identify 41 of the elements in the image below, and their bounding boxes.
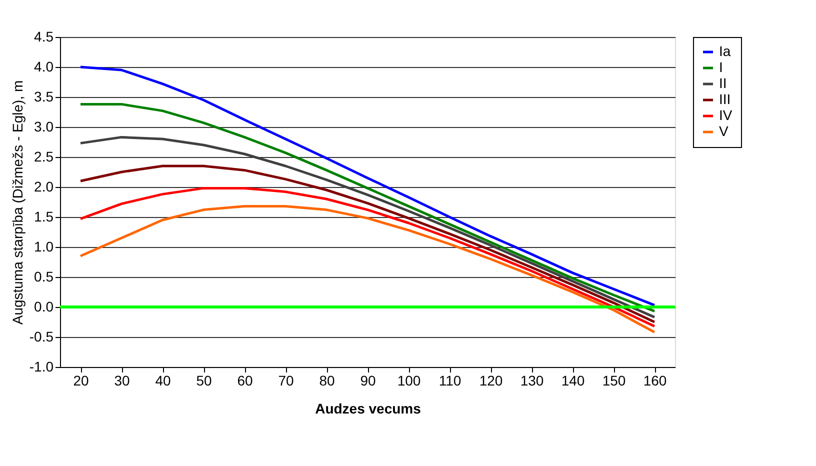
y-tick-label: 4.0 [34, 58, 54, 74]
y-tick-label: 3.0 [34, 118, 54, 134]
legend-label: IV [719, 107, 733, 123]
legend-label: II [719, 75, 727, 91]
x-tick-label: 60 [237, 372, 253, 388]
x-axis-title: Audzes vecums [315, 400, 422, 416]
legend-label: I [719, 59, 723, 75]
y-tick-label: 4.5 [34, 28, 54, 44]
legend-label: III [719, 91, 731, 107]
y-tick-label: 1.0 [34, 238, 54, 254]
x-tick-label: 150 [602, 372, 626, 388]
legend-label: V [719, 123, 729, 139]
x-tick-label: 130 [520, 372, 544, 388]
y-tick-label: -0.5 [29, 328, 54, 344]
x-tick-label: 120 [479, 372, 503, 388]
x-tick-label: 50 [196, 372, 212, 388]
x-tick-label: 20 [73, 372, 89, 388]
x-tick-label: 90 [360, 372, 376, 388]
x-tick-label: 70 [278, 372, 294, 388]
y-tick-label: 2.0 [34, 178, 54, 194]
x-tick-label: 160 [643, 372, 667, 388]
y-tick-label: 3.5 [34, 88, 54, 104]
line-series [79, 102, 656, 312]
legend-label: Ia [719, 43, 731, 59]
line-series [79, 136, 656, 318]
x-tick-label: 80 [319, 372, 335, 388]
y-tick-label: 1.5 [34, 208, 54, 224]
y-tick-label: 2.5 [34, 148, 54, 164]
line-series [79, 164, 656, 324]
y-axis-title: Augstuma starpība (Dižmežs - Egle), m [9, 80, 26, 325]
x-tick-label: 40 [155, 372, 171, 388]
line-series [79, 66, 656, 306]
line-series [79, 186, 656, 328]
x-tick-label: 100 [397, 372, 421, 388]
y-tick-label: 0.5 [34, 268, 54, 284]
x-tick-label: 110 [438, 372, 462, 388]
y-tick-label: -1.0 [29, 358, 54, 374]
x-tick-label: 140 [561, 372, 585, 388]
x-tick-label: 30 [114, 372, 130, 388]
y-tick-label: 0.0 [34, 298, 54, 314]
line-series [79, 204, 656, 334]
